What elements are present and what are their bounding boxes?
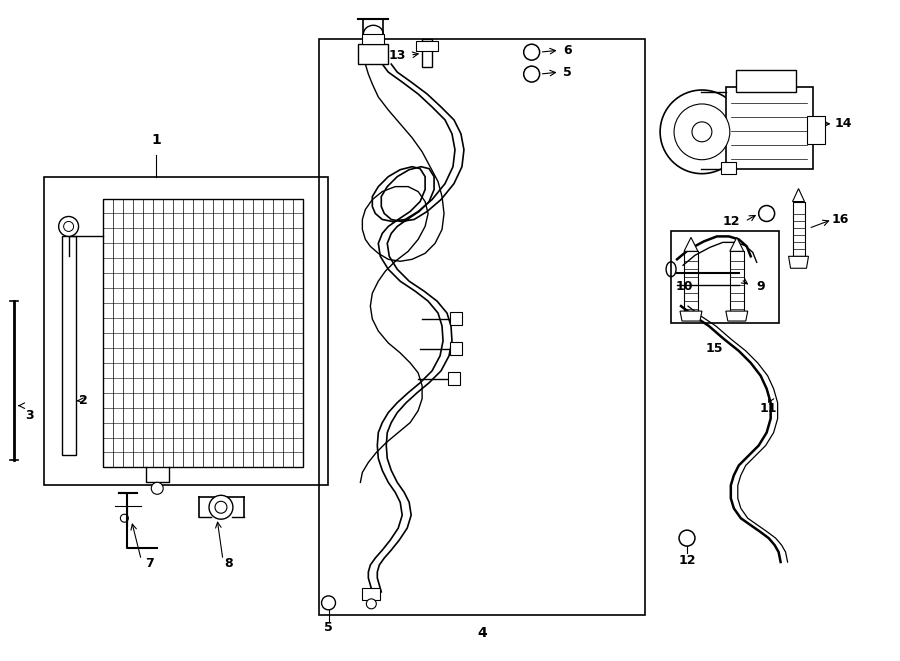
Text: 12: 12 — [722, 215, 740, 228]
Text: 5: 5 — [563, 65, 572, 79]
Bar — [61, 237, 76, 455]
Text: 10: 10 — [675, 280, 693, 293]
Text: 7: 7 — [145, 557, 154, 570]
Bar — [422, 39, 432, 67]
Bar — [44, 176, 328, 485]
Circle shape — [660, 90, 743, 174]
Text: 2: 2 — [79, 394, 88, 407]
Text: 16: 16 — [832, 213, 849, 226]
Text: 11: 11 — [760, 402, 778, 415]
Bar — [671, 231, 778, 323]
Text: 14: 14 — [834, 118, 852, 130]
Bar — [104, 198, 302, 467]
Circle shape — [58, 217, 78, 237]
Text: 8: 8 — [225, 557, 233, 570]
Polygon shape — [680, 311, 702, 321]
Circle shape — [209, 495, 233, 519]
Text: 9: 9 — [756, 280, 765, 293]
Text: 5: 5 — [324, 621, 333, 635]
Circle shape — [674, 104, 730, 160]
Bar — [363, 588, 381, 600]
Text: 12: 12 — [679, 553, 696, 566]
Bar — [319, 39, 645, 615]
Polygon shape — [788, 256, 808, 268]
Bar — [450, 312, 462, 325]
Text: 1: 1 — [151, 133, 161, 147]
Bar — [725, 87, 814, 169]
Bar — [363, 34, 384, 44]
Bar — [807, 116, 825, 144]
Polygon shape — [684, 237, 698, 251]
Bar — [721, 162, 736, 174]
Bar — [450, 342, 462, 355]
Polygon shape — [725, 311, 748, 321]
Circle shape — [366, 599, 376, 609]
Text: 13: 13 — [389, 49, 406, 61]
Circle shape — [692, 122, 712, 142]
Polygon shape — [730, 237, 743, 251]
Text: 6: 6 — [563, 44, 572, 57]
Polygon shape — [793, 188, 805, 202]
Bar — [416, 41, 438, 51]
Bar — [358, 44, 388, 64]
Text: 3: 3 — [25, 409, 34, 422]
Bar — [736, 70, 796, 92]
Circle shape — [151, 483, 163, 494]
Text: 15: 15 — [705, 342, 723, 356]
Text: 4: 4 — [477, 626, 487, 640]
Bar — [448, 372, 460, 385]
